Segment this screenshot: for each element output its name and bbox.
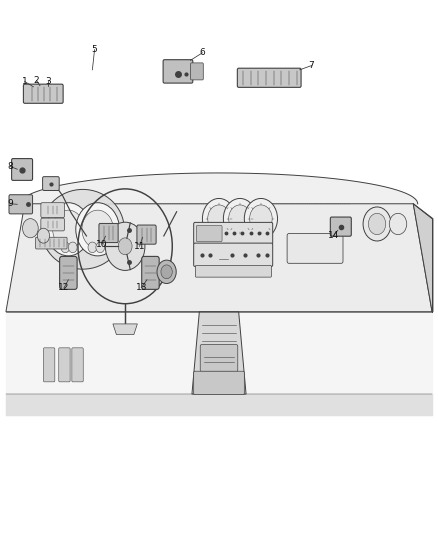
Text: 10: 10 xyxy=(96,240,108,249)
Text: 7: 7 xyxy=(309,61,314,70)
FancyBboxPatch shape xyxy=(42,176,59,190)
FancyBboxPatch shape xyxy=(194,371,244,394)
Circle shape xyxy=(76,203,120,256)
FancyBboxPatch shape xyxy=(35,237,67,249)
FancyBboxPatch shape xyxy=(163,60,193,83)
Text: 5: 5 xyxy=(92,45,97,54)
FancyBboxPatch shape xyxy=(194,243,273,266)
Circle shape xyxy=(389,213,407,235)
FancyBboxPatch shape xyxy=(72,348,83,382)
FancyBboxPatch shape xyxy=(195,265,272,277)
Ellipse shape xyxy=(41,189,124,269)
Polygon shape xyxy=(113,324,138,335)
Circle shape xyxy=(37,228,49,243)
FancyBboxPatch shape xyxy=(23,84,63,103)
FancyBboxPatch shape xyxy=(12,159,32,180)
FancyBboxPatch shape xyxy=(330,217,351,236)
Circle shape xyxy=(244,198,278,239)
FancyBboxPatch shape xyxy=(194,222,273,244)
Circle shape xyxy=(161,265,172,279)
Circle shape xyxy=(46,203,90,256)
FancyBboxPatch shape xyxy=(200,345,238,372)
Circle shape xyxy=(61,242,70,253)
FancyBboxPatch shape xyxy=(196,225,222,241)
FancyBboxPatch shape xyxy=(9,195,32,214)
Text: 13: 13 xyxy=(135,283,147,292)
Text: 3: 3 xyxy=(45,77,51,86)
Text: 2: 2 xyxy=(34,76,39,85)
Text: 9: 9 xyxy=(7,199,13,208)
Circle shape xyxy=(250,205,272,232)
Text: 1: 1 xyxy=(22,77,28,86)
Circle shape xyxy=(368,213,386,235)
Text: 6: 6 xyxy=(200,49,205,57)
FancyBboxPatch shape xyxy=(59,348,70,382)
Circle shape xyxy=(223,198,257,239)
Text: 12: 12 xyxy=(58,283,70,292)
FancyBboxPatch shape xyxy=(41,218,64,231)
FancyBboxPatch shape xyxy=(287,233,343,263)
Circle shape xyxy=(96,242,105,253)
Circle shape xyxy=(22,219,38,238)
Circle shape xyxy=(82,210,113,248)
Circle shape xyxy=(229,205,251,232)
FancyBboxPatch shape xyxy=(142,256,159,289)
Polygon shape xyxy=(413,204,433,312)
FancyBboxPatch shape xyxy=(237,68,301,87)
Circle shape xyxy=(157,260,176,284)
Circle shape xyxy=(105,222,145,270)
Circle shape xyxy=(363,207,391,241)
Circle shape xyxy=(88,242,97,253)
Polygon shape xyxy=(192,312,246,394)
Text: 8: 8 xyxy=(7,162,13,171)
Text: 11: 11 xyxy=(134,242,145,251)
Circle shape xyxy=(208,205,230,232)
Circle shape xyxy=(118,238,132,255)
FancyBboxPatch shape xyxy=(60,256,77,289)
Polygon shape xyxy=(6,204,432,312)
Circle shape xyxy=(53,210,84,248)
FancyBboxPatch shape xyxy=(191,63,203,80)
Circle shape xyxy=(202,198,236,239)
Text: 14: 14 xyxy=(328,231,339,240)
FancyBboxPatch shape xyxy=(137,225,156,244)
FancyBboxPatch shape xyxy=(99,223,118,243)
FancyBboxPatch shape xyxy=(41,203,64,217)
FancyBboxPatch shape xyxy=(43,348,55,382)
Circle shape xyxy=(68,242,77,253)
